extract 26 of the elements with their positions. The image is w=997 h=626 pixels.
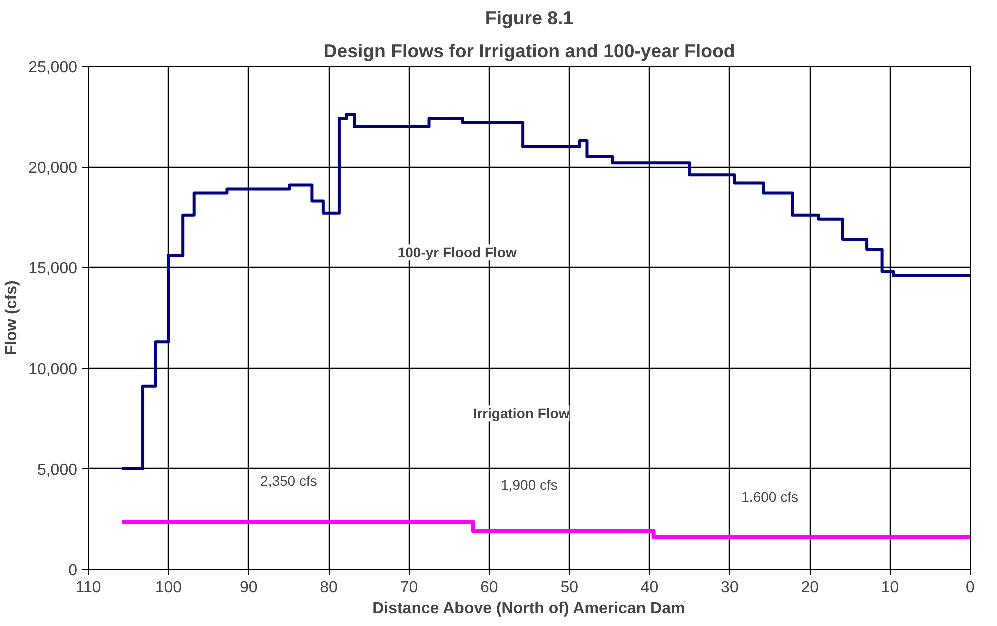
x-tick-label: 0 xyxy=(966,580,976,596)
x-tick-label: 90 xyxy=(240,580,258,596)
chart-subtitle: Design Flows for Irrigation and 100-year Flood xyxy=(324,40,736,62)
y-tick-label: 5,000 xyxy=(37,462,78,479)
x-tick-label: 40 xyxy=(640,580,659,596)
x-tick-label: 10 xyxy=(881,580,900,596)
y-axis-title: Flow (cfs) xyxy=(4,280,21,356)
x-tick-label: 70 xyxy=(400,580,418,596)
annotation: 1.600 cfs xyxy=(742,489,798,506)
x-tick-label: 80 xyxy=(320,580,338,596)
annotation: 2,350 cfs xyxy=(260,472,318,489)
y-tick-label: 15,000 xyxy=(28,260,78,278)
annotation: 100-yr Flood Flow xyxy=(398,244,517,261)
chart-title: Figure 8.1 xyxy=(485,8,574,28)
y-tick-label: 20,000 xyxy=(28,160,78,178)
x-tick-label: 20 xyxy=(801,580,820,596)
x-tick-label: 60 xyxy=(480,580,498,596)
x-tick-label: 100 xyxy=(155,580,182,596)
x-tick-label: 50 xyxy=(560,580,579,596)
x-tick-label: 30 xyxy=(721,580,739,596)
y-tick-label: 0 xyxy=(68,562,78,580)
y-tick-label: 10,000 xyxy=(28,361,78,378)
annotation: 1,900 cfs xyxy=(501,476,558,493)
x-axis-title: Distance Above (North of) American Dam xyxy=(372,600,686,618)
x-tick-label: 110 xyxy=(76,580,102,596)
y-tick-label: 25,000 xyxy=(28,60,78,76)
